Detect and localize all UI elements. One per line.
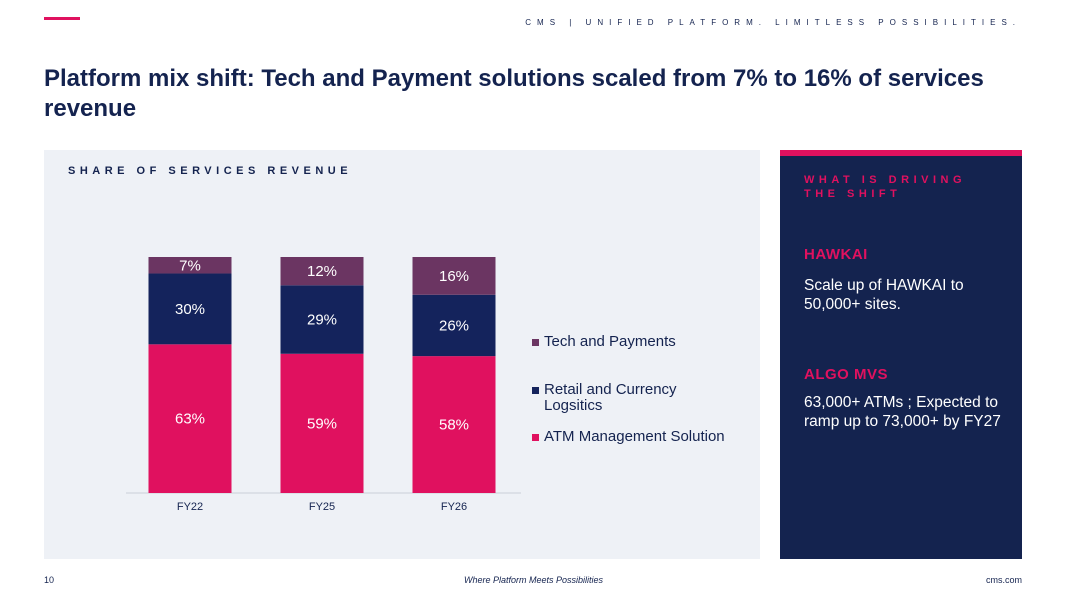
data-label-fy25-retail-and-currency-logsitics: 29% xyxy=(307,312,337,329)
legend-swatch-tech-payments xyxy=(532,339,539,346)
data-label-fy26-atm-management-solution: 58% xyxy=(439,417,469,434)
bar-fy26-retail-and-currency-logsitics xyxy=(412,294,496,357)
footer-site: cms.com xyxy=(986,575,1022,585)
page-title: Platform mix shift: Tech and Payment sol… xyxy=(44,65,984,122)
bar-fy22-tech-and-payments xyxy=(148,257,232,274)
data-label-fy26-retail-and-currency-logsitics: 26% xyxy=(439,317,469,334)
legend-item-atm-management: ATM Management Solution xyxy=(532,429,732,445)
bar-fy22-retail-and-currency-logsitics xyxy=(148,273,232,345)
chart-heading: SHARE OF SERVICES REVENUE xyxy=(68,165,353,177)
chart-panel: SHARE OF SERVICES REVENUE 63% 30% 7% FY22 59… xyxy=(44,150,760,559)
legend-swatch-retail-currency xyxy=(532,387,539,394)
bar-fy25-tech-and-payments xyxy=(280,257,364,286)
side-panel-accent-bar xyxy=(780,150,1022,156)
side-panel: WHAT IS DRIVING THE SHIFT HAWKAI Scale u… xyxy=(780,150,1022,559)
side-heading: WHAT IS DRIVING THE SHIFT xyxy=(804,174,967,200)
data-label-fy22-retail-and-currency-logsitics: 30% xyxy=(175,301,205,318)
header-tagline: CMS | UNIFIED PLATFORM. LIMITLESS POSSIB… xyxy=(525,18,1021,27)
legend-label-atm-management: ATM Management Solution xyxy=(544,428,725,445)
footer-tagline: Where Platform Meets Possibilities xyxy=(463,575,604,585)
bar-fy26-tech-and-payments xyxy=(412,257,496,295)
data-label-fy22-atm-management-solution: 63% xyxy=(175,411,205,428)
bar-fy26-atm-management-solution xyxy=(412,356,496,493)
legend-label-retail-currency: Retail and Currency Logsitics xyxy=(544,381,677,414)
data-label-fy26-tech-and-payments: 16% xyxy=(439,268,469,285)
data-label-fy25-tech-and-payments: 12% xyxy=(307,263,337,280)
x-tick-label-fy26: FY26 xyxy=(441,501,467,513)
legend-item-retail-currency: Retail and Currency Logsitics xyxy=(532,382,732,414)
legend-label-tech-payments: Tech and Payments xyxy=(544,333,676,350)
data-label-fy22-tech-and-payments: 7% xyxy=(179,257,201,274)
driver-desc-hawkai: Scale up of HAWKAI to 50,000+ sites. xyxy=(804,277,964,313)
accent-line xyxy=(44,17,80,20)
driver-desc-algo-mvs: 63,000+ ATMs ; Expected to ramp up to 73… xyxy=(804,394,1001,430)
bar-fy25-retail-and-currency-logsitics xyxy=(280,285,364,354)
page-number: 10 xyxy=(44,575,55,585)
legend-swatch-atm-management xyxy=(532,434,539,441)
data-label-fy25-atm-management-solution: 59% xyxy=(307,415,337,432)
bar-fy25-atm-management-solution xyxy=(280,353,364,493)
stacked-bar-chart: 63% 30% 7% FY22 59% 29% 12% FY25 58% 26% 16% FY26 xyxy=(126,257,521,513)
driver-title-algo-mvs: ALGO MVS xyxy=(804,366,889,383)
driver-title-hawkai: HAWKAI xyxy=(804,246,868,263)
x-tick-label-fy25: FY25 xyxy=(309,501,335,513)
legend-item-tech-payments: Tech and Payments xyxy=(532,334,732,350)
bar-fy22-atm-management-solution xyxy=(148,344,232,493)
x-tick-label-fy22: FY22 xyxy=(177,501,203,513)
